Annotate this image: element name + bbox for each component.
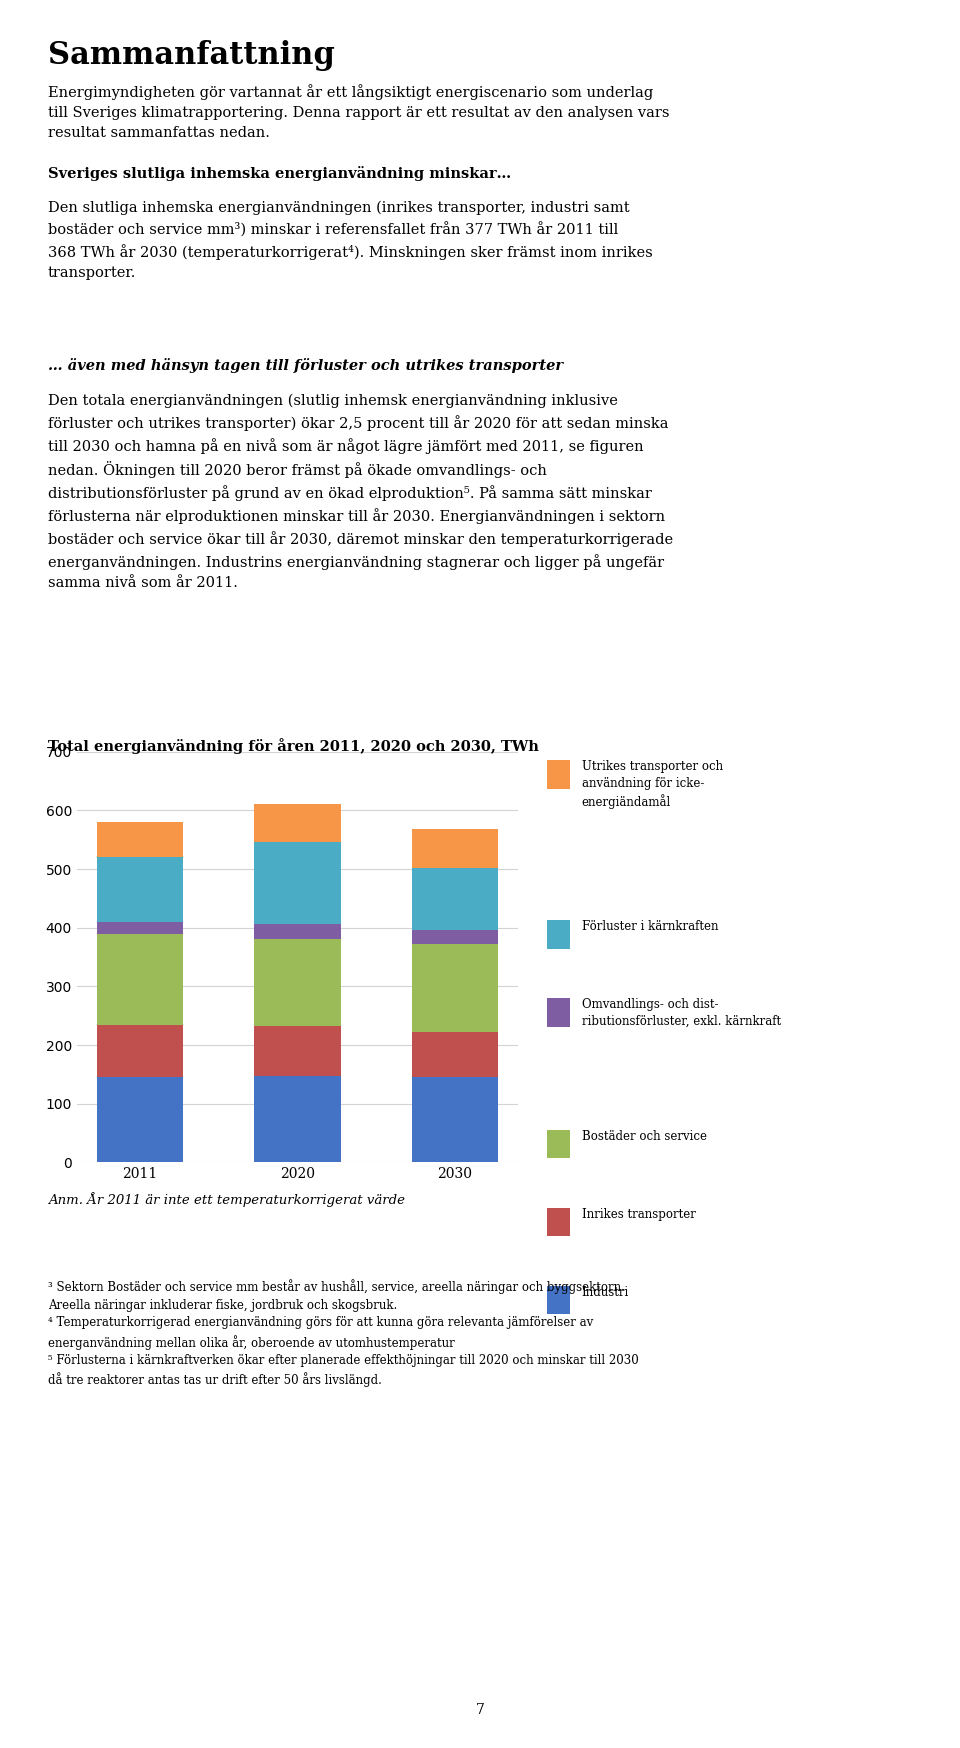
Bar <box>97 933 183 1024</box>
Bar <box>97 1077 183 1162</box>
Text: … även med hänsyn tagen till förluster och utrikes transporter: … även med hänsyn tagen till förluster o… <box>48 358 564 374</box>
Text: Industri: Industri <box>582 1287 629 1299</box>
Bar <box>412 1031 498 1077</box>
Bar <box>254 939 341 1026</box>
Text: 7: 7 <box>475 1703 485 1717</box>
FancyBboxPatch shape <box>547 1129 570 1159</box>
Text: Energimyndigheten gör vartannat år ett långsiktigt energiscenario som underlag
t: Energimyndigheten gör vartannat år ett l… <box>48 84 669 140</box>
Bar <box>97 921 183 933</box>
Text: Förluster i kärnkraften: Förluster i kärnkraften <box>582 919 718 933</box>
Bar <box>254 804 341 843</box>
Bar <box>412 869 498 930</box>
Bar <box>412 829 498 869</box>
Bar <box>97 822 183 857</box>
Text: Utrikes transporter och
användning för icke-
energiändamål: Utrikes transporter och användning för i… <box>582 760 723 809</box>
Bar <box>254 1075 341 1162</box>
Bar <box>254 1026 341 1075</box>
FancyBboxPatch shape <box>547 919 570 949</box>
Bar <box>412 930 498 944</box>
Bar <box>97 857 183 921</box>
FancyBboxPatch shape <box>547 998 570 1026</box>
FancyBboxPatch shape <box>547 1208 570 1236</box>
FancyBboxPatch shape <box>547 1287 570 1314</box>
Text: Total energianvändning för åren 2011, 2020 och 2030, TWh: Total energianvändning för åren 2011, 20… <box>48 738 539 753</box>
FancyBboxPatch shape <box>547 760 570 788</box>
Text: Den slutliga inhemska energianvändningen (inrikes transporter, industri samt
bos: Den slutliga inhemska energianvändningen… <box>48 201 653 280</box>
Text: Bostäder och service: Bostäder och service <box>582 1129 707 1143</box>
Bar <box>254 925 341 939</box>
Bar <box>97 1024 183 1077</box>
Text: Omvandlings- och dist-
ributionsförluster, exkl. kärnkraft: Omvandlings- och dist- ributionsförluste… <box>582 998 780 1028</box>
Bar <box>254 843 341 925</box>
Text: Inrikes transporter: Inrikes transporter <box>582 1208 696 1220</box>
Text: Den totala energianvändningen (slutlig inhemsk energianvändning inklusive
förlus: Den totala energianvändningen (slutlig i… <box>48 393 673 591</box>
Text: Sveriges slutliga inhemska energianvändning minskar…: Sveriges slutliga inhemska energianvändn… <box>48 166 511 182</box>
Text: Sammanfattning: Sammanfattning <box>48 40 335 72</box>
Text: Anm. År 2011 är inte ett temperaturkorrigerat värde: Anm. År 2011 är inte ett temperaturkorri… <box>48 1192 405 1208</box>
Bar <box>412 1077 498 1162</box>
Text: ³ Sektorn Bostäder och service mm består av hushåll, service, areella näringar o: ³ Sektorn Bostäder och service mm består… <box>48 1280 638 1388</box>
Bar <box>412 944 498 1031</box>
